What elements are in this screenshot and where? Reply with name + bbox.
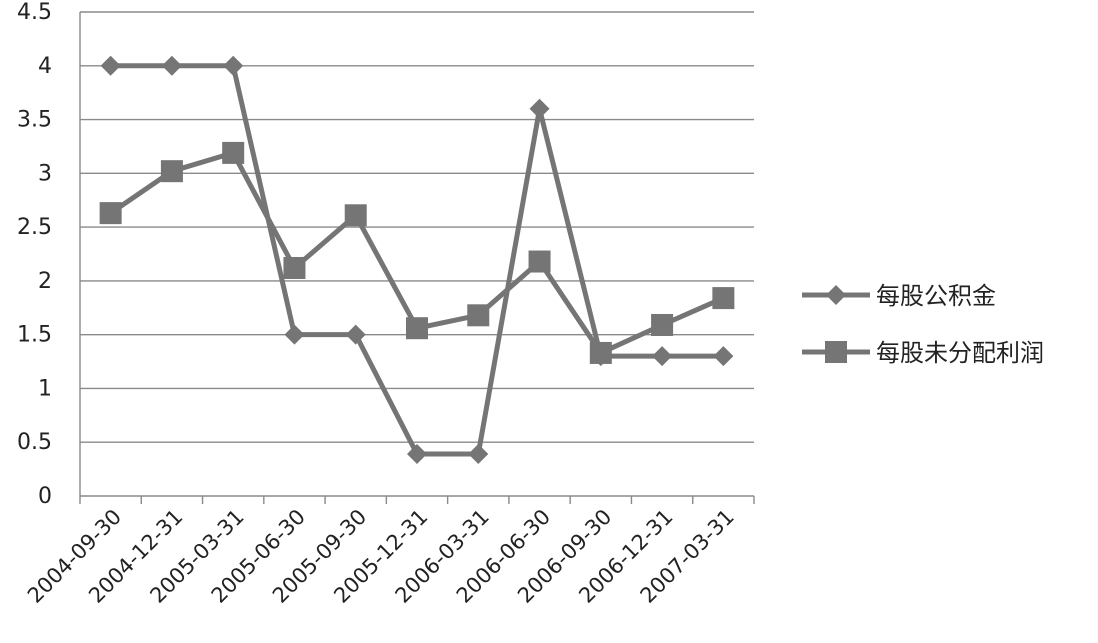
data-point-square <box>406 317 428 340</box>
y-tick-label: 2 <box>38 269 52 294</box>
data-point-square <box>160 160 183 183</box>
legend-square-icon <box>825 341 847 363</box>
data-point-square <box>589 341 612 364</box>
data-point-square <box>283 256 306 279</box>
series-2 <box>99 141 735 364</box>
data-point-square <box>712 287 735 310</box>
data-point-square <box>344 204 367 227</box>
legend-item: 每股未分配利润 <box>802 339 1044 367</box>
y-tick-label: 3 <box>38 161 52 186</box>
data-point-diamond <box>529 98 550 119</box>
data-point-square <box>651 313 674 336</box>
data-point-square <box>528 250 551 273</box>
y-tick-label: 0.5 <box>17 430 52 455</box>
data-point-diamond <box>652 346 673 367</box>
legend-diamond-icon <box>826 285 846 305</box>
data-point-diamond <box>468 444 489 465</box>
y-tick-label: 4 <box>38 54 52 79</box>
data-point-diamond <box>345 324 366 345</box>
y-tick-label: 4.5 <box>17 0 52 25</box>
data-point-square <box>99 202 122 225</box>
legend-label: 每股公积金 <box>876 282 996 310</box>
data-point-square <box>222 141 245 164</box>
legend-label: 每股未分配利润 <box>876 339 1044 367</box>
legend-item: 每股公积金 <box>802 282 996 310</box>
y-tick-label: 1.5 <box>17 323 52 348</box>
y-tick-label: 0 <box>38 484 52 509</box>
data-point-square <box>467 304 490 327</box>
y-tick-label: 1 <box>38 376 52 401</box>
data-point-diamond <box>284 324 305 345</box>
y-tick-label: 2.5 <box>17 215 52 240</box>
y-tick-label: 3.5 <box>17 108 52 133</box>
data-point-diamond <box>713 346 734 367</box>
gridlines <box>80 11 754 497</box>
series-line <box>110 63 724 457</box>
data-point-diamond <box>407 444 427 465</box>
data-point-diamond <box>223 55 244 76</box>
data-point-diamond <box>161 55 182 76</box>
data-point-diamond <box>100 55 121 76</box>
series-1 <box>100 55 734 465</box>
